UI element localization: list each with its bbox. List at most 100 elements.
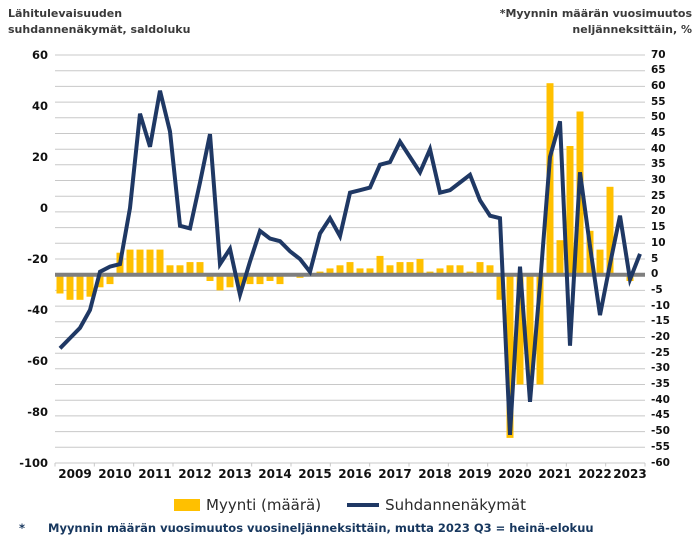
sales-bar [126,249,134,275]
sales-bar [446,265,454,275]
sales-bar [106,274,114,285]
sales-bar [146,249,154,275]
right-axis-tick-label: 10 [651,236,666,249]
x-axis-year-label: 2010 [98,467,132,481]
right-axis-tick-label: -40 [651,393,670,406]
right-axis-tick-label: -55 [651,440,670,453]
right-axis-tick-label: 0 [651,268,659,281]
right-axis-tick-label: 15 [651,221,666,234]
sales-bar [226,274,234,288]
x-axis-year-label: 2018 [418,467,452,481]
sales-bar [186,262,194,275]
sales-bar [506,274,514,438]
right-axis-tick-label: 50 [651,111,666,124]
sales-bar [536,274,544,385]
sales-bar [436,268,444,275]
left-axis-tick-label: 40 [31,99,48,113]
left-axis-tick-label: 0 [39,201,48,215]
sales-bar [456,265,464,275]
outlook-line-swatch-icon [347,502,380,508]
right-axis-tick-label: -15 [651,315,670,328]
x-axis-year-label: 2019 [458,467,492,481]
sales-bar [196,262,204,275]
right-axis-tick-label: -60 [651,456,670,469]
footnote-text: Myynnin määrän vuosimuutos vuosineljänne… [48,521,594,535]
left-axis-title-line2: suhdannenäkymät, saldoluku [8,22,191,36]
left-axis-tick-label: 60 [31,48,48,62]
x-axis-year-label: 2014 [258,467,292,481]
outlook-line [58,90,642,436]
sales-bar [96,274,104,288]
left-axis-tick-label: -80 [27,405,48,419]
right-axis-tick-label: 45 [651,126,666,139]
right-axis-tick-label: 30 [651,174,666,187]
sales-bar [136,249,144,275]
sales-bar-swatch-icon [174,499,200,511]
sales-bar [476,262,484,275]
sales-bar [596,249,604,275]
sales-bar [526,274,534,385]
right-axis-tick-label: -10 [651,299,670,312]
sales-bar [236,274,244,291]
sales-bar [206,274,214,281]
x-axis-year-label: 2015 [298,467,332,481]
right-axis-tick-label: -45 [651,409,670,422]
sales-bar [486,265,494,275]
x-axis-year-label: 2020 [498,467,532,481]
right-axis-tick-label: -50 [651,425,670,438]
x-axis-year-label: 2011 [138,467,172,481]
right-axis-tick-label: 35 [651,158,666,171]
sales-bar [156,249,164,275]
right-axis-tick-label: 60 [651,79,666,92]
sales-bar [366,268,374,275]
left-axis-tick-label: -100 [19,456,48,470]
sales-bar [346,262,354,275]
footnote-asterisk: * [19,521,26,535]
sales-bar [396,262,404,275]
sales-bar [216,274,224,291]
x-axis-year-label: 2009 [58,467,92,481]
right-axis-tick-label: -35 [651,378,670,391]
sales-bar [256,274,264,285]
x-axis-year-label: 2012 [178,467,212,481]
x-axis-year-label: 2016 [338,467,372,481]
x-axis-year-label: 2023 [613,467,647,481]
sales-bar [556,240,564,275]
left-axis-title-line1: Lähitulevaisuuden [8,7,123,20]
sales-bar [326,268,334,275]
left-axis-tick-label: -20 [27,252,48,266]
sales-bar [56,274,64,294]
x-axis-year-label: 2021 [538,467,572,481]
sales-bar [406,262,414,275]
right-axis-tick-label: 5 [651,252,659,265]
legend-sales-label: Myynti (määrä) [206,496,322,514]
x-axis-year-label: 2017 [378,467,412,481]
sales-bar [566,146,574,275]
sales-bar [276,274,284,285]
right-axis-title-line1: *Myynnin määrän vuosimuutos [499,7,692,20]
sales-bar [76,274,84,300]
sales-bar [356,268,364,275]
sales-bar [246,274,254,285]
sales-bar [176,265,184,275]
right-axis-tick-label: 20 [651,205,666,218]
right-axis-tick-label: -5 [651,283,663,296]
legend-item-sales: Myynti (määrä) [174,496,321,514]
legend-item-outlook: Suhdannenäkymät [347,496,526,514]
left-axis-tick-label: -60 [27,354,48,368]
right-axis-title-line2: neljänneksittäin, % [572,22,692,36]
right-axis-tick-label: -20 [651,330,670,343]
right-axis-tick-label: 40 [651,142,666,155]
left-axis-tick-label: 20 [31,150,48,164]
sales-bar [376,255,384,275]
sales-bar [516,274,524,385]
right-axis-tick-label: 70 [651,48,666,61]
sales-bar [266,274,274,281]
x-axis-year-label: 2022 [578,467,612,481]
sales-bar [86,274,94,297]
right-axis-tick-label: -25 [651,346,670,359]
sales-bar [336,265,344,275]
legend-outlook-label: Suhdannenäkymät [385,496,526,514]
right-axis-title: *Myynnin määrän vuosimuutos neljänneksit… [500,6,692,38]
